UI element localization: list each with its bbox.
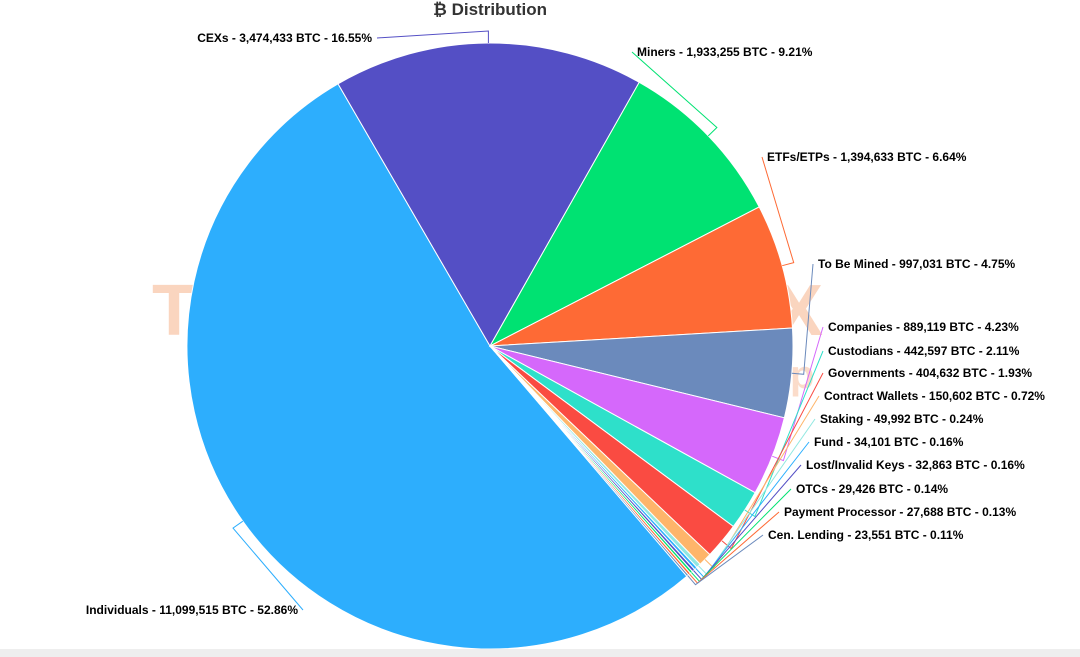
data-label-individuals: Individuals - 11,099,515 BTC - 52.86% [86, 603, 298, 617]
pie-slice-cexs[interactable] [337, 42, 640, 348]
chart-title: ₿ Distribution [433, 0, 547, 19]
connector-cen-lending [687, 534, 764, 586]
connector-to-be-mined [791, 263, 814, 375]
data-label-lost-invalid-keys: Lost/Invalid Keys - 32,863 BTC - 0.16% [806, 458, 1025, 472]
data-label-cen-lending: Cen. Lending - 23,551 BTC - 0.11% [768, 528, 964, 542]
data-label-miners: Miners - 1,933,255 BTC - 9.21% [637, 45, 813, 59]
connector-miners [631, 51, 718, 137]
data-label-cexs: CEXs - 3,474,433 BTC - 16.55% [197, 31, 372, 45]
data-label-fund: Fund - 34,101 BTC - 0.16% [814, 435, 964, 449]
data-label-governments: Governments - 404,632 BTC - 1.93% [828, 366, 1032, 380]
data-label-staking: Staking - 49,992 BTC - 0.24% [820, 412, 984, 426]
svg-text:p: p [790, 353, 814, 397]
data-label-custodians: Custodians - 442,597 BTC - 2.11% [828, 344, 1020, 358]
connector-etfs-etps [761, 156, 795, 267]
connector-contract-wallets [704, 395, 820, 569]
data-label-to-be-mined: To Be Mined - 997,031 BTC - 4.75% [818, 257, 1015, 271]
pie-slice-miners[interactable] [488, 81, 760, 348]
connector-companies [772, 326, 824, 462]
data-label-otcs: OTCs - 29,426 BTC - 0.14% [796, 482, 948, 496]
data-label-contract-wallets: Contract Wallets - 150,602 BTC - 0.72% [824, 389, 1045, 403]
data-label-companies: Companies - 889,119 BTC - 4.23% [828, 320, 1019, 334]
bottom-strip [0, 649, 1080, 657]
data-label-payment-processor: Payment Processor - 27,688 BTC - 0.13% [784, 505, 1016, 519]
data-label-etfs-etps: ETFs/ETPs - 1,394,633 BTC - 6.64% [767, 150, 967, 164]
connector-individuals [232, 520, 304, 611]
pie-slice-etfs-etps[interactable] [489, 206, 793, 347]
connector-cexs [376, 30, 489, 43]
